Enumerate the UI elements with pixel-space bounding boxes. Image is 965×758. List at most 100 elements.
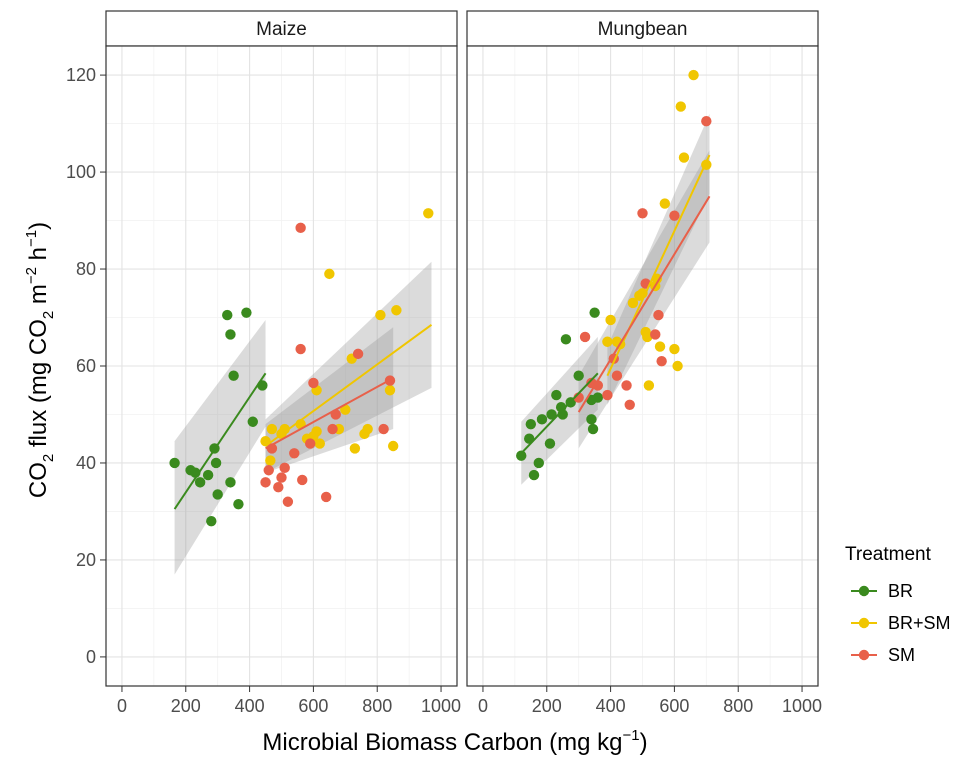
data-point-sm (611, 370, 623, 381)
data-point-sm (295, 343, 306, 355)
data-point-br (592, 392, 604, 403)
x-tick-label: 800 (723, 696, 753, 716)
data-point-br-sm (391, 305, 402, 316)
data-point-br-sm (672, 360, 683, 372)
data-point-br-sm (311, 426, 322, 437)
y-tick-label: 20 (76, 550, 96, 570)
data-point-br-sm (688, 69, 699, 81)
legend-marker (858, 617, 870, 629)
y-axis-title: CO2 flux (mg CO2 m−2 h−1) (23, 222, 57, 498)
data-point-br-sm (627, 297, 639, 309)
data-point-br-sm (375, 309, 386, 321)
data-point-br-sm (659, 198, 671, 209)
data-point-br (210, 457, 222, 469)
data-point-sm (656, 355, 667, 367)
x-tick-label: 1000 (782, 696, 822, 716)
x-tick-label: 1000 (421, 696, 461, 716)
x-tick-label: 600 (659, 696, 689, 716)
x-tick-label: 600 (298, 696, 328, 716)
panel-border (466, 45, 819, 687)
facet-strip (466, 10, 819, 47)
data-point-br-sm (279, 423, 290, 435)
data-point-sm (327, 423, 338, 435)
data-point-br (525, 418, 537, 430)
data-point-br (533, 457, 544, 469)
data-point-br-sm (605, 314, 616, 326)
data-point-sm (289, 448, 300, 459)
data-point-br (544, 438, 556, 449)
data-point-br-sm (314, 438, 325, 449)
fit-line-br-sm (606, 154, 711, 377)
data-point-br (206, 515, 217, 527)
facet-strip (105, 10, 458, 47)
legend: Treatment BR BR+SM SM (845, 544, 951, 665)
confidence-band-br-sm (265, 261, 432, 473)
x-tick-label: 400 (596, 696, 626, 716)
data-point-sm (297, 474, 308, 486)
data-point-br (560, 334, 572, 345)
y-tick-label: 40 (76, 453, 96, 473)
legend-title: Treatment (845, 544, 932, 565)
y-tick-label: 100 (66, 162, 96, 182)
data-point-br (586, 414, 597, 425)
data-point-sm (273, 482, 284, 493)
fit-line-sm (265, 377, 394, 450)
y-tick-label: 120 (66, 65, 96, 85)
data-point-br (212, 489, 223, 500)
data-point-br (589, 307, 600, 318)
data-point-sm (282, 496, 294, 507)
data-point-br-sm (642, 331, 653, 343)
y-tick-label: 0 (86, 647, 96, 667)
x-tick-label: 200 (532, 696, 562, 716)
facet-strip-label: Mungbean (598, 19, 688, 40)
data-point-br (228, 370, 239, 381)
data-point-br-sm (324, 268, 335, 280)
facet-mungbean: Mungbean 0 200 400 600 800 1000 (466, 10, 822, 716)
legend-marker (858, 649, 870, 661)
confidence-band-br (174, 319, 266, 575)
data-point-sm (276, 472, 287, 483)
data-point-sm (263, 465, 274, 476)
data-point-sm (701, 115, 712, 127)
data-point-sm (624, 399, 635, 410)
y-axis: 0 20 40 60 80 100 120 (66, 65, 106, 667)
data-point-br-sm (643, 380, 655, 391)
x-tick-label: 400 (235, 696, 265, 716)
facet-strip-label: Maize (256, 19, 307, 40)
legend-key-br-sm: BR+SM (851, 613, 951, 633)
data-point-sm (650, 329, 661, 340)
data-point-br-sm (362, 423, 373, 435)
data-point-br (516, 450, 527, 461)
data-point-sm (260, 477, 271, 488)
legend-label: BR (888, 581, 913, 601)
data-point-br-sm (387, 440, 399, 452)
x-tick-label: 0 (478, 696, 488, 716)
legend-label: SM (888, 645, 915, 665)
data-point-sm (669, 210, 680, 221)
data-point-br (222, 309, 233, 321)
fit-line-br-sm (264, 323, 433, 447)
x-tick-label: 0 (117, 696, 127, 716)
data-point-br-sm (349, 443, 361, 454)
data-point-sm (378, 423, 389, 435)
fit-line-br (173, 372, 267, 510)
data-point-br (202, 469, 214, 481)
legend-key-sm: SM (851, 645, 915, 665)
data-point-br (225, 477, 236, 488)
data-point-br-sm (265, 455, 276, 466)
data-point-br (573, 370, 584, 381)
data-point-br (551, 389, 562, 401)
facet-maize: Maize 0 200 400 600 800 1000 (105, 10, 461, 716)
data-point-sm (305, 438, 316, 449)
data-point-sm (602, 389, 613, 401)
data-point-br-sm (423, 208, 434, 219)
data-point-br (546, 409, 557, 420)
data-point-sm (308, 377, 319, 389)
x-tick-label: 800 (362, 696, 392, 716)
axis-titles: Microbial Biomass Carbon (mg kg−1) CO2 f… (23, 222, 648, 756)
confidence-band-br-sm (607, 113, 710, 405)
y-tick-label: 80 (76, 259, 96, 279)
data-point-br-sm (266, 423, 278, 435)
data-point-br-sm (669, 343, 680, 355)
